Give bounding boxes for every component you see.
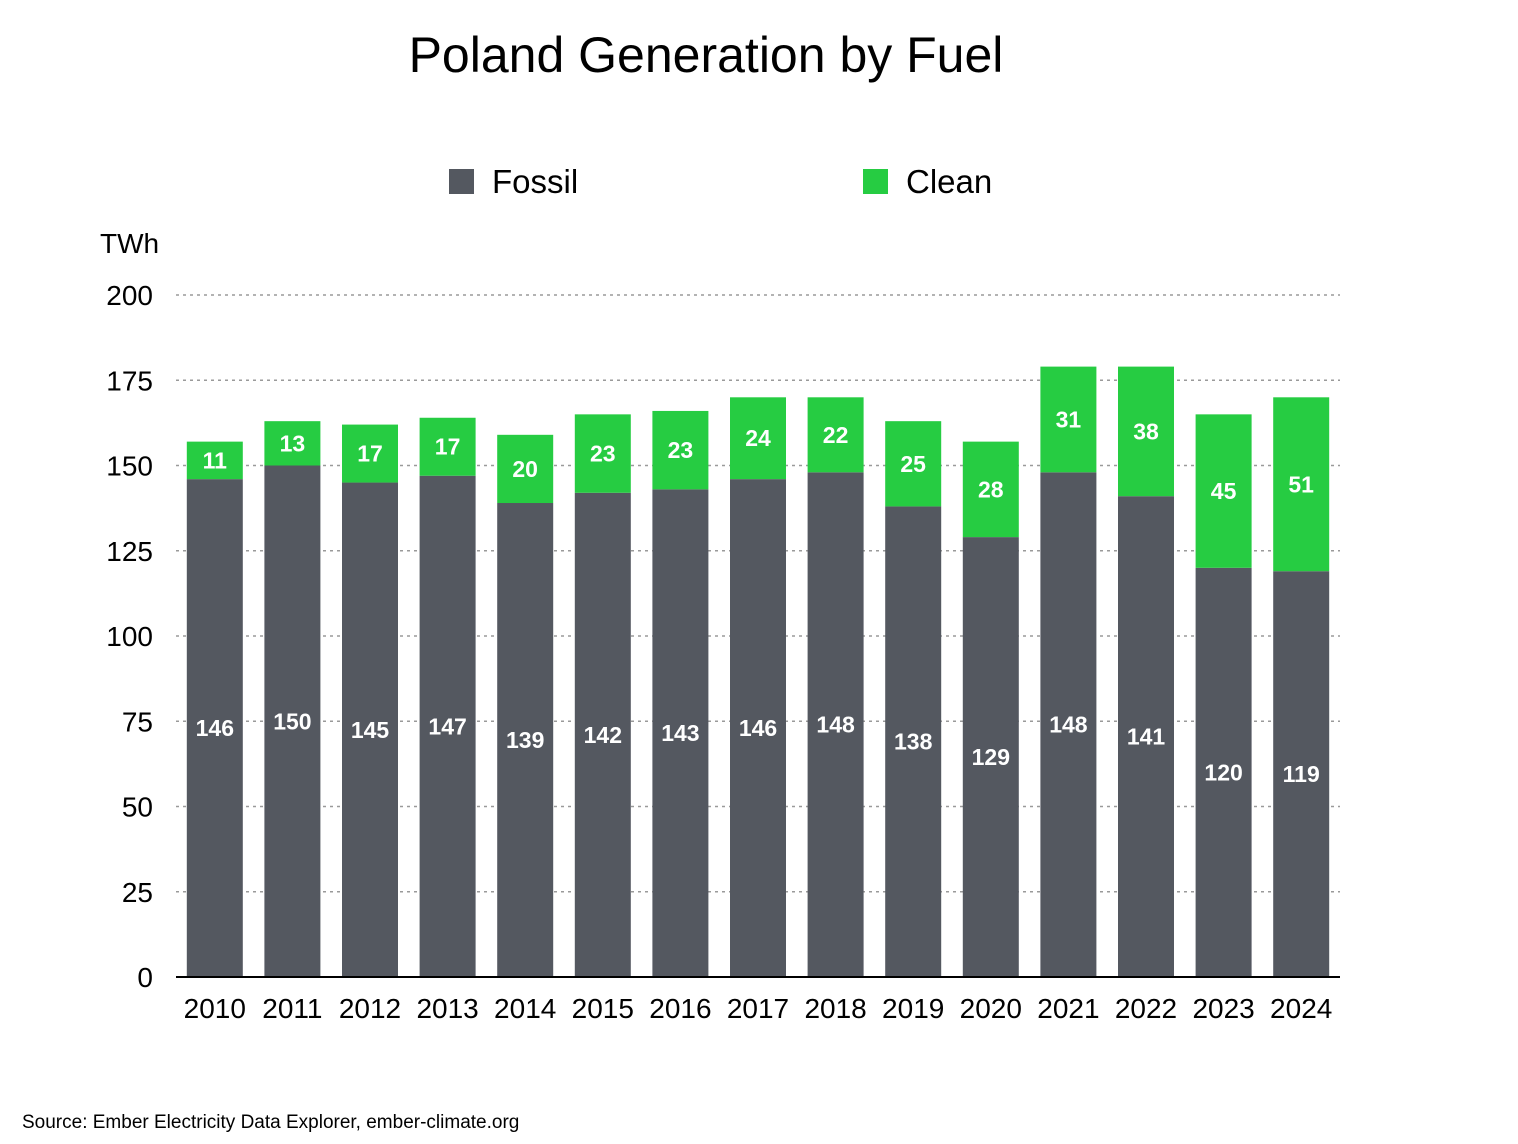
bar-clean-2021: [1040, 366, 1097, 473]
bar-clean-2010: [186, 441, 243, 480]
x-tick-label: 2023: [1192, 993, 1254, 1024]
x-tick-label: 2010: [184, 993, 246, 1024]
bars: 146 11 150 13 145 17 147 17 139 20 142 23 143 23 146 24…: [186, 366, 1330, 977]
data-label-clean-2021: 31: [1056, 406, 1082, 432]
y-tick-label: 100: [106, 621, 153, 652]
data-label-clean-2017: 24: [745, 425, 771, 451]
x-tick-label: 2016: [649, 993, 711, 1024]
data-label-fossil-2012: 145: [351, 717, 390, 743]
bar-fossil-2013: [419, 475, 476, 977]
data-label-clean-2023: 45: [1211, 478, 1237, 504]
data-label-fossil-2021: 148: [1049, 712, 1088, 738]
bar-fossil-2021: [1040, 472, 1097, 977]
bar-fossil-2023: [1195, 567, 1252, 977]
bar-fossil-2015: [574, 492, 631, 977]
bar-fossil-2016: [652, 489, 709, 977]
data-label-clean-2013: 17: [435, 434, 461, 460]
data-label-fossil-2015: 142: [584, 722, 622, 748]
data-label-clean-2010: 11: [203, 447, 228, 473]
bar-clean-2022: [1118, 366, 1174, 497]
bar-fossil-2018: [807, 472, 864, 977]
x-tick-label: 2018: [804, 993, 866, 1024]
bar-clean-2012: [342, 424, 398, 483]
y-tick-label: 25: [122, 877, 153, 908]
x-tick-label: 2019: [882, 993, 944, 1024]
bar-fossil-2019: [885, 506, 942, 977]
x-tick-label: 2015: [572, 993, 634, 1024]
y-tick-label: 75: [122, 706, 153, 737]
bar-clean-2017: [730, 397, 786, 480]
y-tick-label: 150: [106, 451, 153, 482]
data-label-clean-2018: 22: [823, 422, 849, 448]
legend-swatch-fossil: [449, 169, 474, 194]
data-label-fossil-2016: 143: [661, 720, 699, 746]
y-tick-label: 200: [106, 280, 153, 311]
data-label-fossil-2024: 119: [1283, 761, 1320, 787]
x-tick-label: 2021: [1037, 993, 1099, 1024]
bar-fossil-2014: [497, 503, 554, 977]
data-label-clean-2014: 20: [512, 456, 538, 482]
x-tick-label: 2020: [960, 993, 1022, 1024]
bar-clean-2024: [1273, 397, 1330, 572]
x-tick-label: 2013: [416, 993, 478, 1024]
x-axis-ticks: 2010 2011 2012 2013 2014 2015 2016 2017 2018 2019…: [184, 993, 1333, 1024]
data-label-clean-2019: 25: [900, 451, 926, 477]
y-axis-unit-label: TWh: [100, 228, 159, 259]
data-label-fossil-2013: 147: [428, 713, 466, 739]
bar-clean-2019: [885, 421, 942, 507]
x-tick-label: 2022: [1115, 993, 1177, 1024]
legend-label-fossil: Fossil: [492, 163, 578, 200]
chart-title: Poland Generation by Fuel: [409, 27, 1004, 83]
data-label-fossil-2017: 146: [739, 715, 777, 741]
x-tick-label: 2011: [262, 993, 322, 1024]
data-label-clean-2020: 28: [978, 476, 1004, 502]
data-label-clean-2011: 13: [280, 430, 306, 456]
x-tick-label: 2012: [339, 993, 401, 1024]
bar-clean-2018: [807, 397, 864, 473]
y-tick-label: 50: [122, 792, 153, 823]
bar-clean-2020: [962, 441, 1019, 538]
bar-clean-2016: [652, 410, 709, 490]
x-tick-label: 2024: [1270, 993, 1332, 1024]
bar-fossil-2011: [264, 465, 321, 977]
y-tick-label: 0: [137, 962, 153, 993]
data-label-fossil-2019: 138: [894, 729, 933, 755]
data-label-clean-2024: 51: [1288, 471, 1314, 497]
y-axis-ticks: 0 25 50 75 100 125 150 175 200: [106, 280, 153, 993]
bar-clean-2013: [419, 417, 476, 476]
bar-clean-2015: [574, 414, 631, 493]
bar-fossil-2010: [186, 479, 243, 977]
x-tick-label: 2017: [727, 993, 789, 1024]
bar-clean-2014: [497, 434, 554, 504]
data-label-fossil-2020: 129: [972, 744, 1010, 770]
data-label-clean-2015: 23: [590, 441, 616, 467]
bar-fossil-2024: [1273, 571, 1330, 977]
legend-label-clean: Clean: [906, 163, 992, 200]
data-label-fossil-2023: 120: [1204, 759, 1242, 785]
source-note: Source: Ember Electricity Data Explorer,…: [22, 1112, 519, 1133]
y-tick-label: 125: [106, 536, 153, 567]
bar-fossil-2017: [730, 479, 786, 977]
legend-swatch-clean: [863, 169, 888, 194]
data-label-fossil-2018: 148: [816, 712, 855, 738]
data-label-clean-2022: 38: [1133, 418, 1159, 444]
bar-fossil-2022: [1118, 496, 1174, 977]
data-label-fossil-2022: 141: [1127, 724, 1166, 750]
data-label-fossil-2010: 146: [196, 715, 234, 741]
bar-clean-2023: [1195, 414, 1252, 568]
bar-fossil-2012: [342, 482, 398, 977]
y-tick-label: 175: [106, 365, 153, 396]
data-label-fossil-2014: 139: [506, 727, 544, 753]
bar-fossil-2020: [962, 537, 1019, 977]
data-label-clean-2012: 17: [357, 441, 383, 467]
data-label-clean-2016: 23: [668, 437, 694, 463]
bar-clean-2011: [264, 421, 321, 466]
legend: Fossil Clean: [449, 163, 992, 200]
x-tick-label: 2014: [494, 993, 556, 1024]
data-label-fossil-2011: 150: [273, 708, 311, 734]
